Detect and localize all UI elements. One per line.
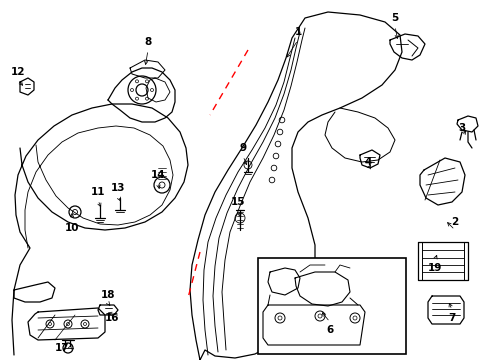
- Text: 15: 15: [231, 197, 245, 207]
- Text: 5: 5: [392, 13, 399, 23]
- Text: 9: 9: [240, 143, 246, 153]
- Text: 17: 17: [55, 343, 69, 353]
- Text: 2: 2: [451, 217, 459, 227]
- Text: 1: 1: [294, 27, 302, 37]
- Text: 8: 8: [145, 37, 151, 47]
- Text: 6: 6: [326, 325, 334, 335]
- Text: 13: 13: [111, 183, 125, 193]
- Text: 16: 16: [105, 313, 119, 323]
- Text: 18: 18: [101, 290, 115, 300]
- Text: 10: 10: [65, 223, 79, 233]
- Text: 19: 19: [428, 263, 442, 273]
- Text: 7: 7: [448, 313, 456, 323]
- Text: 14: 14: [151, 170, 165, 180]
- Text: 4: 4: [364, 157, 372, 167]
- Text: 11: 11: [91, 187, 105, 197]
- Bar: [258, 258, 406, 354]
- Text: 12: 12: [11, 67, 25, 77]
- Text: 3: 3: [458, 123, 466, 133]
